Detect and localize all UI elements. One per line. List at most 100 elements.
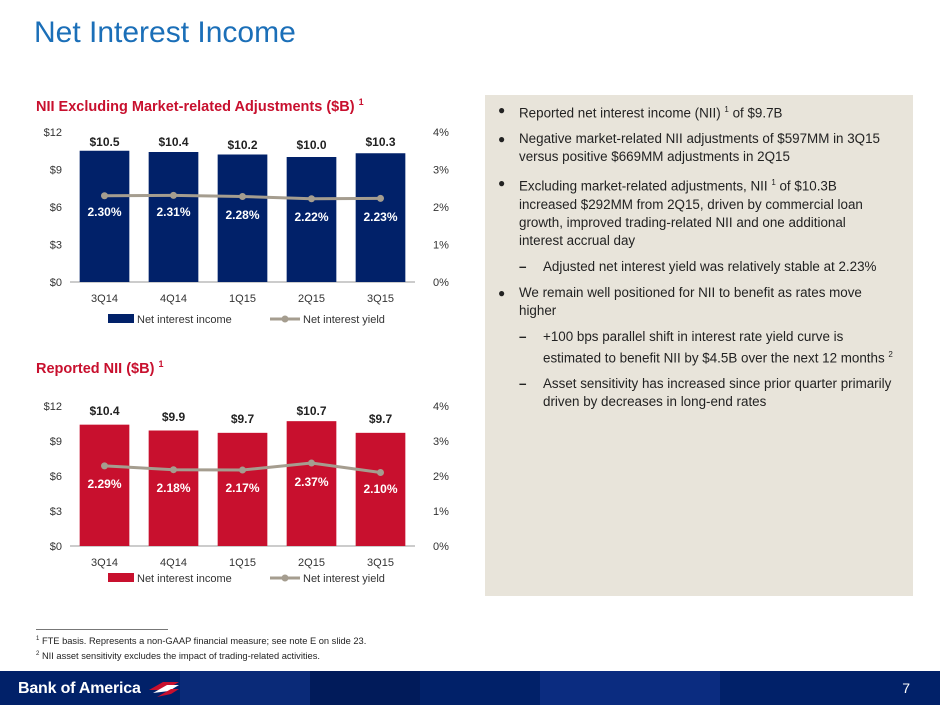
bullet-text: of $10.3B increased $292MM from 2Q15, dr…	[519, 178, 863, 248]
commentary-panel: ● Reported net interest income (NII) 1 of…	[485, 95, 913, 596]
bullet-marker: ●	[498, 285, 506, 300]
y2-tick-label: 4%	[433, 401, 449, 413]
bar-value-label: $10.3	[365, 135, 395, 149]
bar-value-label: $9.7	[369, 412, 393, 426]
bar-value-label: $10.4	[89, 404, 119, 418]
bullet-marker: –	[519, 328, 527, 344]
yield-point	[101, 462, 108, 470]
yield-label: 2.22%	[294, 210, 328, 224]
bullet-text: +100 bps parallel shift in interest rate…	[543, 328, 889, 366]
page-number: 7	[902, 680, 910, 696]
reported-nii-chart: $0 $3 $6 $9 $12 0% 1% 2% 3% 4% $10.4 3Q14 $9.9 4Q14 $9…	[44, 401, 449, 585]
legend-swatch-bars	[108, 314, 134, 323]
bullet-text: We remain well positioned for NII to ben…	[519, 284, 862, 318]
yield-point	[377, 194, 384, 202]
footnote-2-num: 2	[36, 651, 40, 658]
footnote-1-text: FTE basis. Represents a non-GAAP financi…	[41, 636, 367, 647]
yield-point	[101, 192, 108, 200]
bullet-text: Adjusted net interest yield was relative…	[543, 258, 877, 274]
bar	[217, 154, 268, 282]
nii-excluding-adjustments-chart: $0 $3 $6 $9 $12 0% 1% 2% 3% 4% $10.5 3Q14 $10.4 4Q14 $…	[44, 127, 449, 326]
y-tick-label: $9	[50, 165, 62, 177]
bullet-footnote-ref: 1	[724, 105, 729, 114]
bullet-item: ● Excluding market-related adjustments, N…	[485, 174, 893, 249]
bar	[355, 432, 406, 546]
x-tick-label: 3Q14	[91, 557, 118, 569]
chart2-title-footnote: 1	[158, 359, 164, 369]
yield-label: 2.31%	[156, 205, 190, 219]
yield-label: 2.18%	[156, 481, 190, 495]
y-tick-label: $9	[50, 436, 62, 448]
x-tick-label: 4Q14	[160, 293, 187, 305]
footer-stripe	[310, 671, 420, 705]
y2-tick-label: 2%	[433, 471, 449, 483]
yield-point	[170, 466, 177, 474]
bullet-item: – +100 bps parallel shift in interest rat…	[485, 328, 893, 367]
bullet-marker: ●	[498, 132, 506, 147]
bar-value-label: $9.7	[231, 412, 255, 426]
yield-point	[308, 459, 315, 467]
bullet-item: ● We remain well positioned for NII to be…	[485, 284, 893, 320]
yield-label: 2.23%	[363, 210, 397, 224]
legend-marker-line	[281, 574, 289, 582]
y-tick-label: $0	[50, 541, 62, 553]
page-title: Net Interest Income	[34, 16, 296, 49]
yield-point	[308, 195, 315, 203]
x-tick-label: 1Q15	[229, 557, 256, 569]
y2-tick-label: 1%	[433, 506, 449, 518]
y2-tick-label: 0%	[433, 277, 449, 289]
chart2-title-text: Reported NII ($B)	[36, 360, 155, 377]
footnotes: 1 FTE basis. Represents a non-GAAP finan…	[36, 633, 366, 663]
x-tick-label: 3Q14	[91, 293, 118, 305]
bar	[286, 157, 337, 282]
x-tick-label: 2Q15	[298, 557, 325, 569]
bullet-text: Excluding market-related adjustments, NI…	[519, 178, 772, 194]
y2-tick-label: 1%	[433, 240, 449, 252]
chart1-title: NII Excluding Market-related Adjustments…	[36, 97, 364, 115]
chart1-title-text: NII Excluding Market-related Adjustments…	[36, 98, 355, 115]
footnote-1: 1 FTE basis. Represents a non-GAAP finan…	[36, 633, 366, 648]
yield-point	[377, 469, 384, 476]
footnote-1-num: 1	[36, 636, 40, 642]
bar-value-label: $9.9	[162, 410, 186, 424]
yield-label: 2.10%	[363, 482, 397, 496]
y-tick-label: $3	[50, 506, 62, 518]
bullet-marker: –	[519, 258, 527, 274]
bar-value-label: $10.7	[296, 404, 326, 418]
bullet-text: of $9.7B	[728, 105, 783, 121]
yield-label: 2.29%	[87, 477, 121, 491]
y-tick-label: $12	[44, 401, 62, 413]
bar	[148, 430, 199, 546]
x-tick-label: 3Q15	[367, 293, 394, 305]
bullet-item: – Adjusted net interest yield was relativ…	[485, 258, 893, 276]
bullet-footnote-ref: 2	[888, 349, 893, 359]
bar	[79, 424, 130, 546]
bar-value-label: $10.5	[89, 135, 119, 149]
bullet-item: ● Reported net interest income (NII) 1 of…	[485, 101, 893, 122]
legend-label-bars: Net interest income	[137, 573, 232, 585]
y2-tick-label: 2%	[433, 202, 449, 214]
y-tick-label: $12	[44, 127, 62, 139]
yield-point	[170, 191, 177, 199]
y2-tick-label: 0%	[433, 541, 449, 553]
bullet-item: – Asset sensitivity has increased since p…	[485, 375, 893, 411]
flag-icon	[148, 682, 179, 697]
yield-point	[239, 193, 246, 200]
bar	[286, 421, 337, 546]
footnote-2: 2 NII asset sensitivity excludes the imp…	[36, 648, 366, 663]
x-tick-label: 1Q15	[229, 293, 256, 305]
x-tick-label: 4Q14	[160, 557, 187, 569]
bar	[355, 153, 406, 282]
yield-label: 2.37%	[294, 475, 328, 489]
chart1-title-footnote: 1	[358, 97, 364, 107]
legend-label-bars: Net interest income	[137, 314, 232, 326]
commentary-bullets: ● Reported net interest income (NII) 1 of…	[485, 95, 913, 411]
bullet-marker: ●	[498, 103, 506, 117]
bar-value-label: $10.4	[158, 135, 188, 149]
bar-value-label: $10.0	[296, 138, 326, 152]
y2-tick-label: 3%	[433, 436, 449, 448]
bank-of-america-logo: Bank of America	[18, 678, 181, 700]
x-tick-label: 2Q15	[298, 293, 325, 305]
bullet-text: Reported net interest income (NII)	[519, 105, 725, 121]
legend-label-line: Net interest yield	[303, 573, 385, 585]
